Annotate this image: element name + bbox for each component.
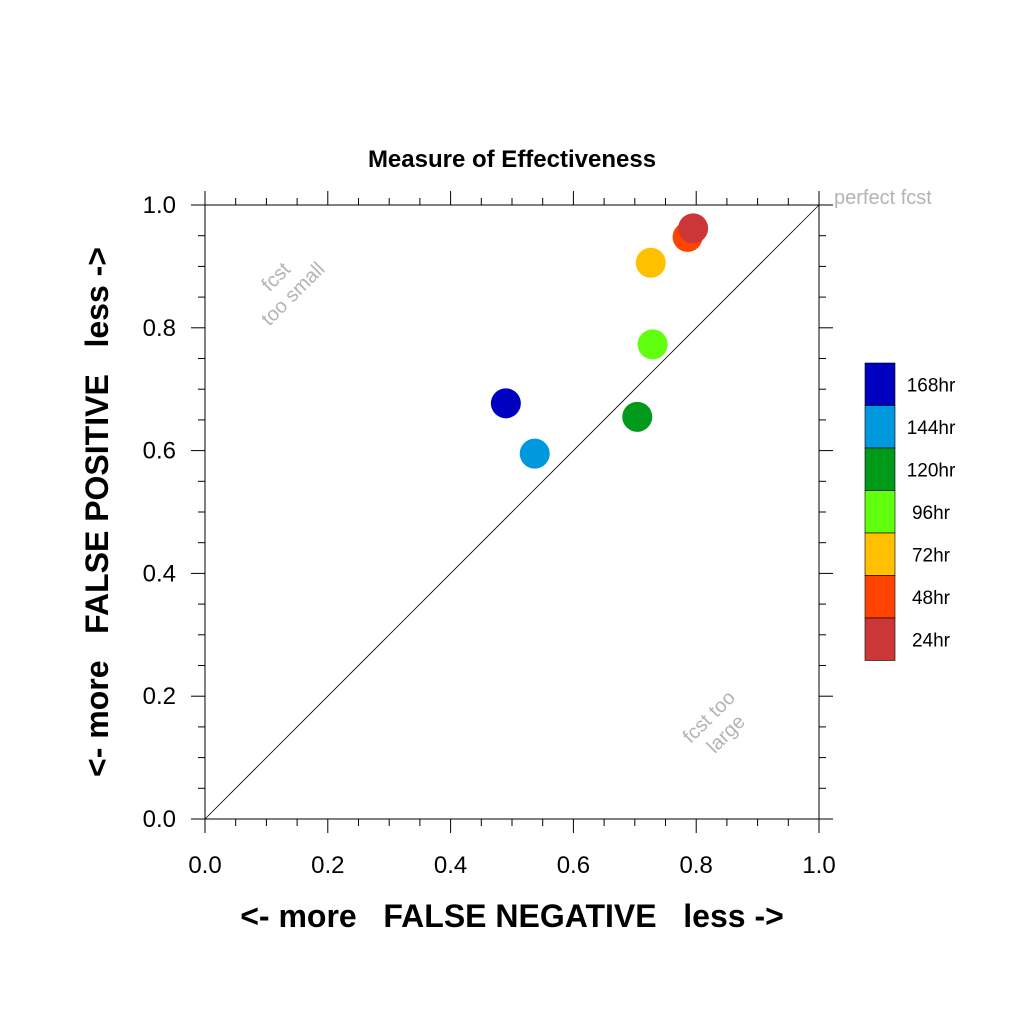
x-tick-labels: 0.0 0.2 0.4 0.6 0.8 1.0 [188, 852, 835, 879]
point-144hr [519, 438, 550, 469]
legend-swatch-72hr [864, 532, 896, 576]
annotation-too-large: fcst too large [679, 687, 750, 758]
point-120hr [622, 401, 653, 432]
y-tick-label: 0.2 [143, 683, 176, 710]
y-tick-labels: 0.0 0.2 0.4 0.6 0.8 1.0 [143, 192, 176, 833]
point-72hr [635, 247, 666, 278]
x-tick-label: 0.0 [188, 852, 221, 879]
perfect-forecast-line [204, 204, 820, 820]
point-96hr [637, 329, 668, 360]
y-tick-label: 0.8 [143, 315, 176, 342]
y-tick-label: 0.6 [143, 438, 176, 465]
legend-swatch-120hr [864, 447, 896, 491]
x-tick-label: 1.0 [802, 852, 835, 879]
axis-ticks [191, 191, 833, 833]
y-tick-label: 1.0 [143, 192, 176, 219]
legend-swatch-24hr [864, 617, 896, 661]
legend-label-168hr: 168hr [907, 375, 956, 396]
legend-label-72hr: 72hr [912, 545, 951, 566]
annotation-perfect-fcst: perfect fcst [834, 187, 932, 209]
x-tick-label: 0.6 [557, 852, 590, 879]
y-axis-label: <- more FALSE POSITIVE less -> [79, 247, 115, 777]
legend-label-48hr: 48hr [912, 588, 951, 609]
data-points [490, 213, 709, 469]
legend-label-120hr: 120hr [907, 460, 956, 481]
legend-label-96hr: 96hr [912, 503, 951, 524]
y-tick-label: 0.0 [143, 806, 176, 833]
legend-swatch-168hr [864, 362, 896, 406]
annotation-too-small: fcst too small [257, 258, 329, 330]
x-tick-label: 0.4 [434, 852, 467, 879]
legend-label-144hr: 144hr [907, 418, 956, 439]
chart-title: Measure of Effectiveness [368, 146, 656, 173]
legend: 168hr 144hr 120hr 96hr 72hr 48hr 24hr [864, 362, 956, 661]
x-axis-label: <- more FALSE NEGATIVE less -> [240, 898, 784, 934]
legend-label-24hr: 24hr [912, 630, 951, 651]
legend-swatch-48hr [864, 575, 896, 619]
x-tick-label: 0.8 [680, 852, 713, 879]
x-tick-label: 0.2 [311, 852, 344, 879]
point-168hr [490, 388, 521, 419]
legend-swatch-96hr [864, 490, 896, 534]
y-tick-label: 0.4 [143, 560, 176, 587]
legend-swatch-144hr [864, 405, 896, 449]
point-24hr [678, 213, 709, 244]
